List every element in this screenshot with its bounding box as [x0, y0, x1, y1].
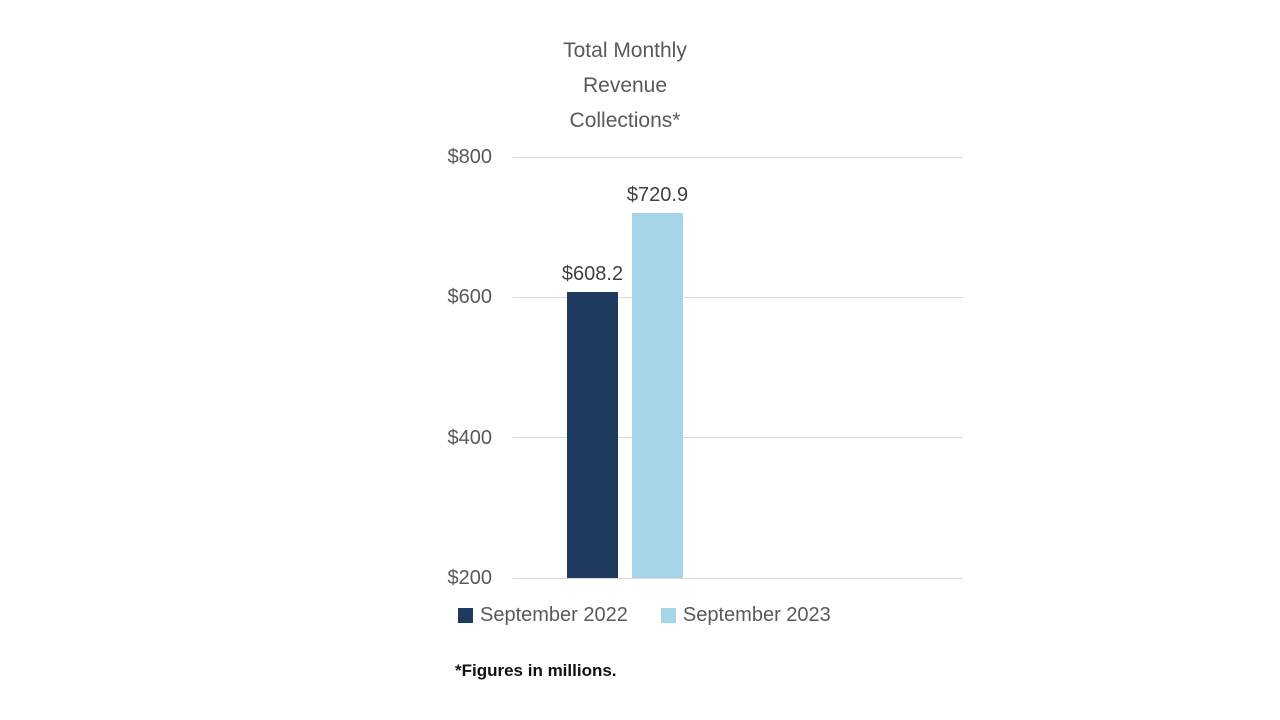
- bar-september-2023: [632, 212, 683, 578]
- legend-label-september-2022: September 2022: [480, 604, 628, 626]
- y-axis-tick-400: $400: [447, 426, 493, 449]
- y-axis-tick-200: $200: [447, 567, 493, 589]
- gridline-800: [513, 156, 963, 158]
- legend-item-september-2022: September 2022: [458, 604, 628, 627]
- legend-label-september-2023: September 2023: [682, 604, 831, 626]
- y-axis-tick-600: $600: [447, 286, 493, 309]
- chart-legend: September 2022 September 2023: [458, 604, 831, 627]
- legend-item-september-2023: September 2023: [660, 604, 831, 627]
- y-axis-tick-800: $800: [447, 146, 493, 168]
- data-label-september-2023: $720.9: [626, 183, 689, 206]
- data-label-september-2022: $608.2: [561, 262, 624, 285]
- gridline-400: [513, 437, 963, 439]
- legend-swatch-september-2023: [660, 608, 676, 623]
- chart-title: Total Monthly Revenue Collections*: [563, 39, 687, 132]
- gridline-200: [513, 577, 963, 579]
- gridline-600: [513, 296, 963, 298]
- chart-footnote: *Figures in millions.: [455, 661, 617, 680]
- bar-september-2022: [567, 291, 618, 578]
- legend-swatch-september-2022: [458, 608, 473, 623]
